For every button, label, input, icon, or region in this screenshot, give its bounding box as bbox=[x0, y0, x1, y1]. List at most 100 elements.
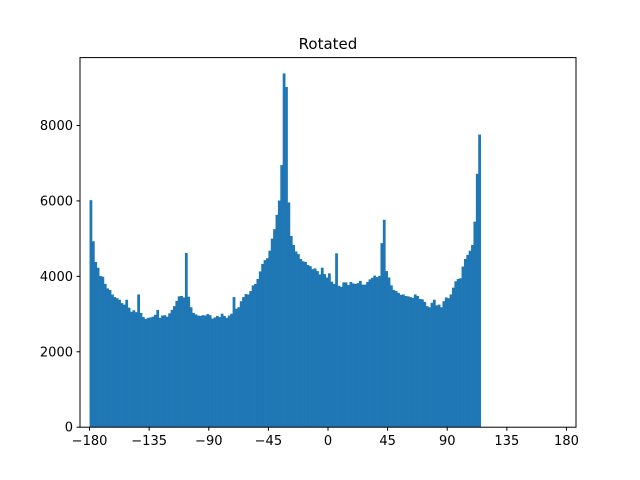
histogram-bar bbox=[251, 285, 255, 428]
histogram-bar bbox=[118, 299, 121, 428]
histogram-bar bbox=[163, 315, 167, 428]
histogram-bar bbox=[94, 262, 98, 428]
histogram-bar bbox=[254, 283, 257, 428]
x-tick-label: 135 bbox=[494, 434, 519, 449]
histogram-bar bbox=[335, 253, 338, 428]
histogram-bar bbox=[475, 173, 479, 428]
histogram-bar bbox=[225, 317, 229, 428]
histogram-bar bbox=[239, 301, 243, 428]
histogram-bar bbox=[430, 302, 434, 428]
histogram-bar bbox=[137, 294, 141, 428]
histogram-bar bbox=[347, 285, 350, 428]
histogram-bar bbox=[399, 294, 403, 428]
histogram-bar bbox=[328, 273, 331, 428]
histogram-bar bbox=[378, 275, 381, 428]
histogram-bar bbox=[473, 221, 477, 428]
histogram-bar bbox=[91, 241, 95, 428]
histogram-bar bbox=[268, 250, 272, 428]
histogram-bar bbox=[444, 297, 448, 428]
histogram-bar bbox=[244, 294, 248, 428]
histogram-bar bbox=[280, 165, 284, 428]
histogram-bar bbox=[416, 295, 420, 428]
histogram-bar bbox=[361, 284, 365, 428]
histogram-bar bbox=[294, 251, 298, 428]
histogram-bar bbox=[139, 312, 143, 428]
histogram-bar bbox=[440, 307, 443, 428]
histogram-bar bbox=[113, 297, 117, 428]
histogram-bar bbox=[409, 297, 412, 428]
histogram-bar bbox=[454, 281, 458, 428]
histogram-bar bbox=[292, 245, 296, 428]
histogram-bar bbox=[256, 278, 260, 428]
histogram-bar bbox=[337, 285, 341, 428]
histogram-bar bbox=[206, 314, 210, 428]
histogram-bar bbox=[359, 280, 362, 428]
histogram-bar bbox=[220, 313, 224, 428]
histogram-bar bbox=[425, 306, 429, 428]
histogram-bar bbox=[318, 274, 322, 428]
histogram-bar bbox=[122, 304, 126, 428]
x-tick-label: −45 bbox=[255, 434, 282, 449]
histogram-bar bbox=[375, 277, 379, 428]
histogram-bar bbox=[366, 282, 369, 428]
histogram-bar bbox=[175, 300, 179, 428]
histogram-bar bbox=[130, 311, 133, 428]
histogram-bar bbox=[277, 200, 281, 428]
histogram-bar bbox=[223, 315, 226, 428]
histogram-bar bbox=[101, 276, 105, 428]
histogram-bar bbox=[215, 315, 219, 428]
histogram-bar bbox=[351, 283, 355, 428]
histogram-bar bbox=[320, 267, 324, 428]
histogram-bar bbox=[151, 316, 155, 428]
histogram-bar bbox=[421, 299, 424, 428]
histogram-bar bbox=[146, 317, 150, 428]
histogram-bar bbox=[108, 289, 112, 428]
histogram-bar bbox=[187, 296, 191, 428]
histogram-bar bbox=[275, 214, 279, 428]
histogram-bar bbox=[153, 314, 157, 428]
histogram-bar bbox=[173, 306, 176, 428]
histogram-bar bbox=[96, 267, 100, 428]
histogram-bar bbox=[263, 260, 267, 428]
histogram-bar bbox=[332, 283, 336, 428]
x-axis: −180 −135 −90 −45 0 45 90 135 180 bbox=[72, 427, 579, 449]
histogram-bar bbox=[266, 258, 269, 428]
histogram-bar bbox=[192, 312, 195, 428]
chart-title: Rotated bbox=[299, 35, 358, 53]
histogram-bar bbox=[447, 298, 451, 428]
histogram-bar bbox=[227, 315, 231, 428]
histogram-bar bbox=[299, 258, 303, 428]
histogram-bar bbox=[106, 288, 110, 428]
histogram-bar bbox=[182, 297, 186, 428]
plot-frame bbox=[79, 57, 577, 428]
histogram-bar bbox=[246, 294, 250, 428]
histogram-bar bbox=[387, 277, 391, 428]
histogram-bar bbox=[461, 266, 465, 428]
histogram-bar bbox=[356, 283, 360, 428]
histogram-bar bbox=[103, 283, 107, 428]
histogram-bar bbox=[404, 295, 408, 428]
y-tick-label: 8000 bbox=[40, 119, 73, 134]
histogram-bar bbox=[459, 278, 462, 428]
y-tick-label: 0 bbox=[65, 421, 73, 436]
histogram-bar bbox=[213, 317, 217, 428]
histogram-bar bbox=[304, 262, 307, 428]
histogram-bar bbox=[201, 315, 205, 428]
x-tick-label: 0 bbox=[324, 434, 332, 449]
x-tick-label: 180 bbox=[554, 434, 579, 449]
histogram-bar bbox=[344, 282, 348, 428]
histogram-bar bbox=[142, 317, 145, 428]
histogram-bar bbox=[382, 219, 386, 428]
histogram-bar bbox=[168, 313, 172, 428]
histogram-bar bbox=[401, 294, 405, 428]
histogram-bar bbox=[385, 271, 389, 428]
histogram-bar bbox=[437, 304, 441, 428]
histogram-bar bbox=[297, 254, 300, 428]
histogram-bar bbox=[435, 305, 439, 428]
histogram-bar bbox=[392, 289, 396, 428]
histogram-bar bbox=[156, 309, 160, 428]
histogram-bar bbox=[287, 202, 291, 428]
x-tick-label: 90 bbox=[439, 434, 456, 449]
histogram-bar bbox=[406, 296, 410, 428]
